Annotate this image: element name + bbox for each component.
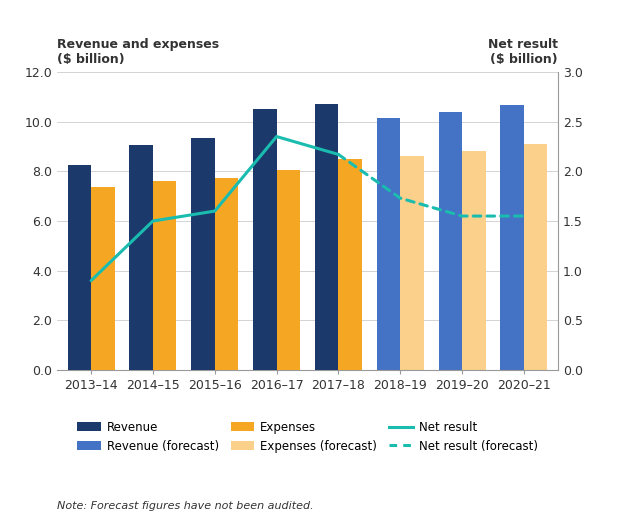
Bar xyxy=(68,165,91,370)
Bar xyxy=(462,152,486,370)
Bar xyxy=(339,159,362,370)
Bar xyxy=(91,188,115,370)
Bar xyxy=(377,118,400,370)
Bar xyxy=(315,104,339,370)
Bar xyxy=(439,112,462,370)
Bar xyxy=(253,109,276,370)
Text: Revenue and expenses
($ billion): Revenue and expenses ($ billion) xyxy=(57,38,219,66)
Bar xyxy=(191,138,215,370)
Bar xyxy=(276,170,300,370)
Bar xyxy=(400,156,424,370)
Text: Note: Forecast figures have not been audited.: Note: Forecast figures have not been aud… xyxy=(57,502,314,511)
Bar xyxy=(215,177,238,370)
Legend: Revenue, Revenue (forecast), Expenses, Expenses (forecast), Net result, Net resu: Revenue, Revenue (forecast), Expenses, E… xyxy=(77,420,538,453)
Bar xyxy=(153,181,176,370)
Bar xyxy=(339,159,362,370)
Bar xyxy=(524,144,547,370)
Bar xyxy=(315,104,339,370)
Bar xyxy=(500,105,524,370)
Bar xyxy=(129,145,153,370)
Text: Net result
($ billion): Net result ($ billion) xyxy=(488,38,558,66)
